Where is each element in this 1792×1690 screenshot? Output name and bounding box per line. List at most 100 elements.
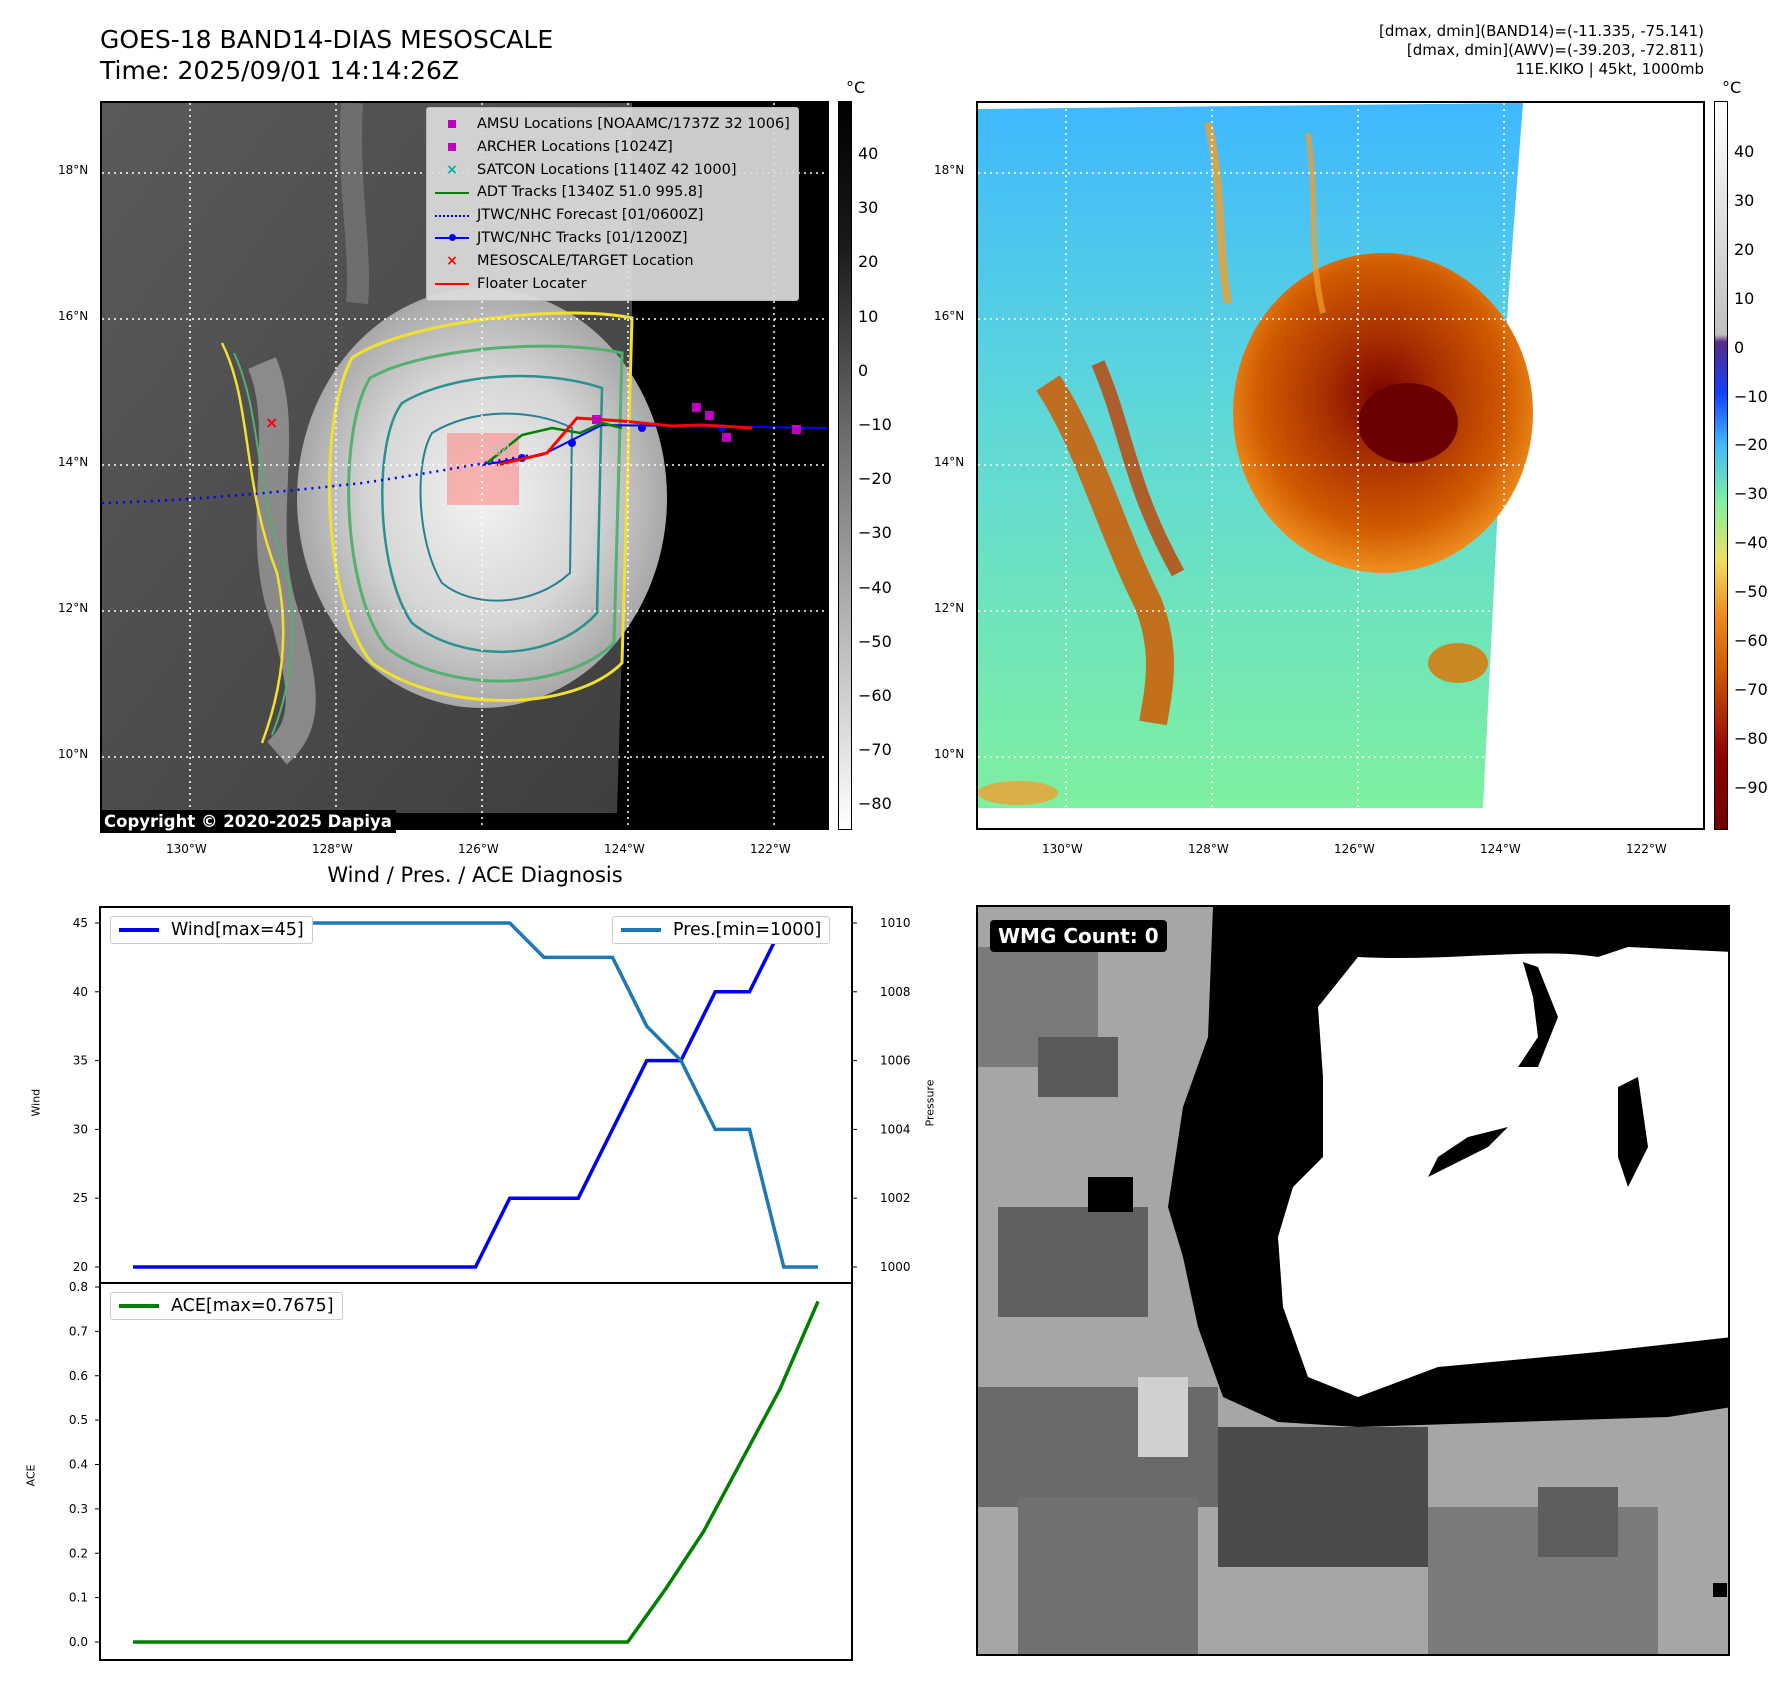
lon-tick: 124°W [1480,842,1521,856]
legend-mesoscale-target: × MESOSCALE/TARGET Location [446,252,694,270]
ace-legend-line [119,1304,159,1308]
legend-satcon: × SATCON Locations [1140Z 42 1000] [446,161,737,178]
awv-map-panel [976,101,1705,830]
lat-tick: 16°N [934,309,965,323]
info-line3: 11E.KIKO | 45kt, 1000mb [1515,60,1704,78]
pressure-tick-label: 1004 [880,1122,911,1136]
colorbar-tick: −30 [1734,484,1768,504]
diagnosis-title: Wind / Pres. / ACE Diagnosis [327,863,623,887]
ace-tick-label: 0.5 [69,1413,88,1427]
wmg-panel [976,905,1730,1656]
ace-tick-label: 0.2 [69,1546,88,1560]
lat-tick: 14°N [934,455,965,469]
pressure-tick-label: 1010 [880,916,911,930]
wind-legend: Wind[max=45] [110,916,313,944]
pressure-axis-label: Pressure [923,1079,937,1127]
colorbar-tick: 30 [1734,190,1755,210]
colorbar-tick: −60 [1734,631,1768,650]
colorbar-tick: −70 [858,740,892,760]
colorbar-tick: −10 [1734,386,1768,406]
wind-tick-label: 30 [73,1122,88,1136]
lat-tick: 12°N [58,601,89,615]
colorbar-tick: 20 [858,252,879,272]
colorbar-tick: −50 [1734,582,1768,602]
pressure-legend-line [621,928,661,932]
pressure-legend: Pres.[min=1000] [612,916,831,944]
wind-axis-label: Wind [29,1088,43,1117]
pressure-tick-label: 1008 [880,985,911,999]
lon-tick: 130°W [166,842,207,856]
legend-amsu: AMSU Locations [NOAAMC/1737Z 32 1006] [435,113,790,136]
ace-tick-label: 0.3 [69,1502,88,1516]
lat-tick: 10°N [934,747,965,761]
ace-tick-label: 0.7 [69,1324,88,1338]
wmg-image [978,907,1728,1654]
wind-tick-label: 45 [73,916,88,930]
awv-map-image [978,103,1703,828]
wmg-count-badge: WMG Count: 0 [990,920,1167,952]
wind-legend-line [119,928,159,932]
colorbar-tick: −60 [858,686,892,705]
ace-legend: ACE[max=0.7675] [110,1292,343,1320]
ace-axis-label: ACE [24,1464,38,1487]
ace-tick-label: 0.0 [69,1635,88,1649]
contour-label: 64 [492,441,511,459]
info-line1: [dmax, dmin](BAND14)=(-11.335, -75.141) [1379,22,1704,40]
colorbar-tick: −30 [858,523,892,543]
ace-tick-label: 0.1 [69,1591,88,1605]
wind-tick-label: 40 [73,985,88,999]
colorbar-tick: 20 [1734,239,1755,259]
wind-pressure-axes [99,906,853,1284]
colorbar-tick: −80 [858,794,892,814]
colorbar-tick: −70 [1734,679,1768,699]
colorbar-tick: −20 [1734,435,1768,455]
lat-tick: 16°N [58,309,89,323]
lat-tick: 14°N [58,455,89,469]
legend-floater: Floater Locater [435,273,790,296]
colorbar-unit: °C [1722,78,1742,97]
lon-tick: 126°W [458,842,499,856]
colorbar-tick: −90 [1734,777,1768,797]
lon-tick: 122°W [1626,842,1667,856]
lat-tick: 12°N [934,601,965,615]
ace-tick-label: 0.8 [69,1280,88,1294]
pressure-tick-label: 1006 [880,1054,911,1068]
pressure-series-line [133,921,818,1269]
colorbar-tick: 0 [858,360,869,380]
lon-tick: 128°W [1188,842,1229,856]
ace-tick-label: 0.6 [69,1369,88,1383]
legend-jtwc-forecast: JTWC/NHC Forecast [01/0600Z] [435,204,790,227]
figure-title-line1: GOES-18 BAND14-DIAS MESOSCALE [100,25,554,54]
colorbar-tick: −40 [858,577,892,597]
legend-adt: ADT Tracks [1340Z 51.0 995.8] [435,181,790,204]
colorbar-tick: −10 [858,415,892,434]
legend-archer: ARCHER Locations [1024Z] [435,136,790,159]
wind-tick-label: 25 [73,1191,88,1205]
lat-tick: 18°N [58,163,89,177]
wind-series-line [133,921,818,1269]
colorbar-unit: °C [846,78,866,97]
colorbar-tick: −20 [858,469,892,489]
colorbar-tick: −80 [1734,728,1768,748]
ace-axes [99,1282,853,1661]
colorbar-tick: 30 [858,198,879,218]
colorbar-tick: 10 [1734,288,1755,308]
wind-tick-label: 35 [73,1054,88,1068]
legend-jtwc-tracks: JTWC/NHC Tracks [01/1200Z] [435,227,790,250]
colorbar-tick: 40 [1734,142,1755,161]
info-line2: [dmax, dmin](AWV)=(-39.203, -72.811) [1406,41,1704,59]
copyright-label: Copyright © 2020-2025 Dapiya [100,810,396,833]
figure-title-line2: Time: 2025/09/01 14:14:26Z [100,56,459,85]
map-legend: AMSU Locations [NOAAMC/1737Z 32 1006] AR… [426,107,799,302]
band14-colorbar [838,101,852,830]
colorbar-tick: −40 [1734,533,1768,553]
lon-tick: 122°W [750,842,791,856]
lat-tick: 18°N [934,163,965,177]
lon-tick: 128°W [312,842,353,856]
pressure-tick-label: 1000 [880,1260,911,1274]
colorbar-tick: 10 [858,306,879,326]
lon-tick: 130°W [1042,842,1083,856]
wind-tick-label: 20 [73,1260,88,1274]
ace-tick-label: 0.4 [69,1458,88,1472]
ace-series-line [133,1300,820,1644]
